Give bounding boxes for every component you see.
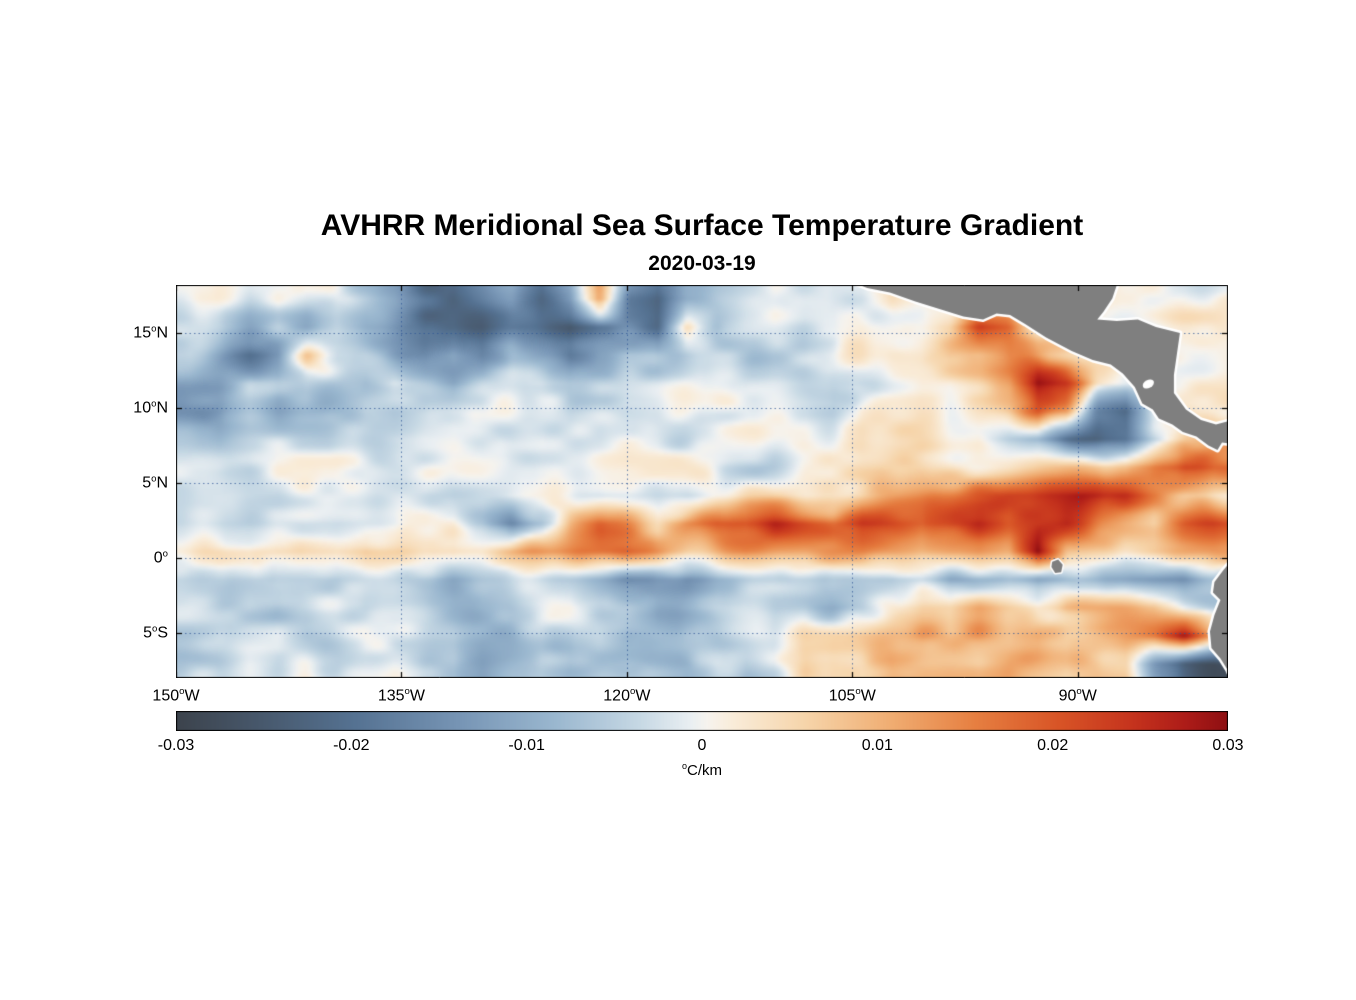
chart-date-subtitle: 2020-03-19 [648,252,756,275]
x-tick-label: 90oW [1058,686,1097,705]
y-tick-label: 5oS [143,623,168,642]
colorbar-tick-label: 0 [697,737,707,754]
colorbar-tick-label: -0.03 [157,737,195,754]
x-tick-label: 120oW [603,686,651,705]
colorbar-tick-label: 0.02 [1037,737,1069,754]
colorbar-gradient [176,711,1228,731]
map-plot-area [176,285,1228,678]
colorbar-tick-label: -0.02 [333,737,370,754]
y-tick-label: 0o [153,548,168,567]
colorbar-unit-label: oC/km [681,761,722,779]
colorbar-tick-label: 0.01 [861,737,893,754]
x-tick-label: 135oW [377,686,425,705]
y-tick-label: 15oN [133,323,168,342]
y-tick-label: 10oN [133,398,168,417]
colorbar [176,711,1228,731]
chart-title: AVHRR Meridional Sea Surface Temperature… [320,209,1084,242]
colorbar-tick-label: -0.01 [508,737,545,754]
y-tick-label: 5oN [142,473,168,492]
x-tick-label: 105oW [828,686,876,705]
colorbar-tick-label: 0.03 [1212,737,1244,754]
sst-gradient-heatmap [176,285,1228,678]
x-tick-label: 150oW [152,686,200,705]
